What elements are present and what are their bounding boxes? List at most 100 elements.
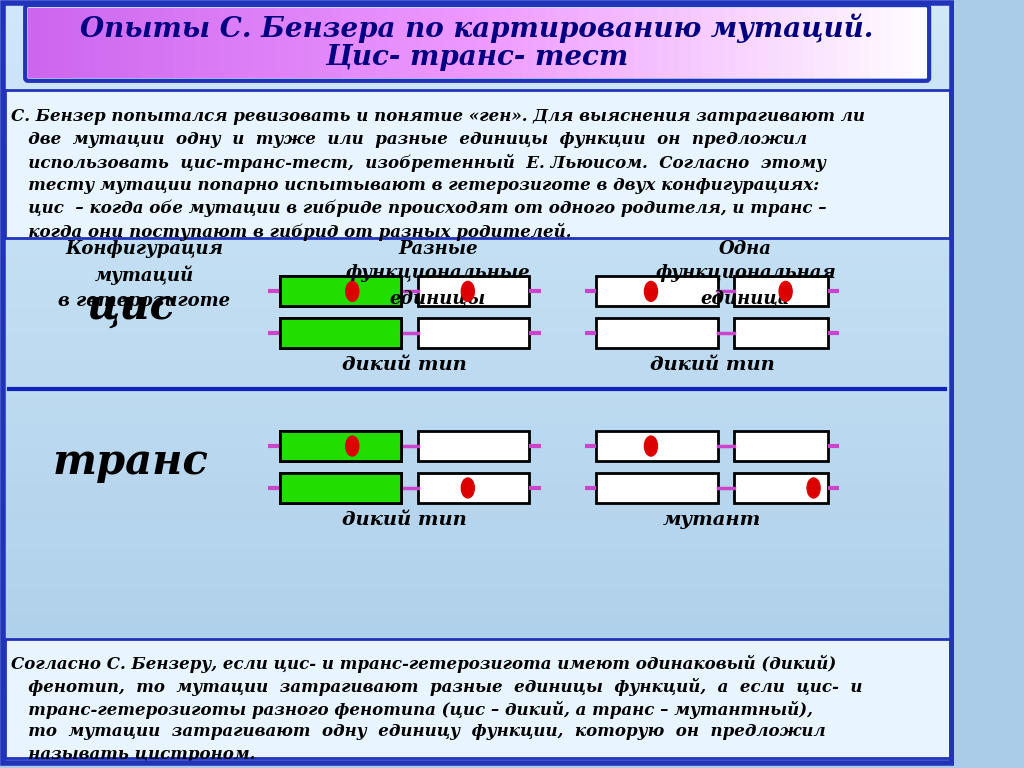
Bar <box>0 165 954 179</box>
Bar <box>0 510 954 524</box>
Text: то  мутации  затрагивают  одну  единицу  функции,  которую  он  предложил: то мутации затрагивают одну единицу функ… <box>11 723 825 740</box>
Bar <box>0 140 954 154</box>
Bar <box>758 8 770 78</box>
Bar <box>690 8 702 78</box>
Bar <box>769 8 781 78</box>
Bar <box>280 473 400 503</box>
Bar <box>579 8 591 78</box>
Bar <box>287 8 298 78</box>
Bar <box>280 276 400 306</box>
Text: С. Бензер попытался ревизовать и понятие «ген». Для выяснения затрагивают ли: С. Бензер попытался ревизовать и понятие… <box>11 108 865 124</box>
Bar <box>280 276 400 306</box>
Bar <box>634 8 646 78</box>
Bar <box>848 8 860 78</box>
Text: две  мутации  одну  и  туже  или  разные  единицы  функции  он  предложил: две мутации одну и туже или разные едини… <box>11 131 807 147</box>
Bar <box>780 8 793 78</box>
Bar <box>814 8 826 78</box>
Bar <box>39 8 51 78</box>
Text: называть цистроном.: называть цистроном. <box>11 746 256 763</box>
Bar <box>174 8 186 78</box>
Bar <box>0 650 954 664</box>
Bar <box>0 421 954 434</box>
Bar <box>477 8 489 78</box>
Bar <box>387 8 399 78</box>
Bar <box>734 276 827 306</box>
Text: цис: цис <box>86 286 175 329</box>
Bar <box>803 8 815 78</box>
Bar <box>0 101 954 115</box>
Bar <box>308 8 321 78</box>
Bar <box>163 8 175 78</box>
Bar <box>152 8 164 78</box>
Bar <box>197 8 209 78</box>
Bar <box>331 8 343 78</box>
Bar <box>0 714 954 728</box>
Bar <box>0 535 954 549</box>
Bar <box>376 8 388 78</box>
Bar <box>534 8 546 78</box>
Bar <box>0 676 954 690</box>
Bar <box>84 8 96 78</box>
Bar <box>0 280 954 294</box>
Bar <box>230 8 243 78</box>
Bar <box>511 8 523 78</box>
Bar <box>656 8 669 78</box>
Bar <box>0 204 954 217</box>
Bar <box>668 8 680 78</box>
Ellipse shape <box>644 436 657 456</box>
Bar <box>398 8 411 78</box>
Bar <box>500 8 512 78</box>
Bar <box>893 8 905 78</box>
Text: фенотип,  то  мутации  затрагивают  разные  единицы  функций,  а  если  цис-  и: фенотип, то мутации затрагивают разные е… <box>11 677 862 696</box>
Bar <box>0 574 954 588</box>
Bar <box>0 689 954 703</box>
Bar <box>61 8 74 78</box>
Bar <box>679 8 691 78</box>
Bar <box>28 8 40 78</box>
Bar <box>488 8 501 78</box>
Bar <box>0 75 954 89</box>
Bar <box>0 152 954 166</box>
Text: транс: транс <box>52 441 209 483</box>
Bar <box>915 8 928 78</box>
Bar <box>280 276 400 306</box>
Bar <box>567 8 580 78</box>
Bar <box>0 293 954 306</box>
Bar <box>365 8 377 78</box>
Bar <box>645 8 657 78</box>
Bar <box>0 12 954 25</box>
Bar <box>882 8 894 78</box>
Text: транс-гетерозиготы разного фенотипа (цис – дикий, а транс – мутантный),: транс-гетерозиготы разного фенотипа (цис… <box>11 700 813 719</box>
Bar <box>5 639 949 759</box>
Bar <box>596 431 718 461</box>
Bar <box>0 612 954 626</box>
Bar <box>624 8 635 78</box>
Bar <box>275 8 287 78</box>
Text: Конфигурация
мутаций
в гетерозиготе: Конфигурация мутаций в гетерозиготе <box>58 240 230 310</box>
Bar <box>713 8 725 78</box>
Bar <box>0 178 954 191</box>
Ellipse shape <box>779 281 793 301</box>
Text: мутант: мутант <box>663 511 761 529</box>
Bar <box>904 8 916 78</box>
Text: дикий тип: дикий тип <box>342 511 467 529</box>
Bar <box>280 473 400 503</box>
Bar <box>0 242 954 256</box>
Bar <box>0 344 954 358</box>
Bar <box>825 8 838 78</box>
Bar <box>298 8 309 78</box>
Bar <box>596 318 718 348</box>
Bar <box>418 318 529 348</box>
Bar <box>0 497 954 511</box>
Bar <box>0 740 954 753</box>
Text: Разные
функциональные
единицы: Разные функциональные единицы <box>346 240 530 307</box>
Bar <box>418 276 529 306</box>
Bar <box>280 318 400 348</box>
Text: Цис- транс- тест: Цис- транс- тест <box>326 45 629 71</box>
Bar <box>0 408 954 422</box>
Bar <box>545 8 557 78</box>
Bar <box>0 599 954 613</box>
Bar <box>219 8 231 78</box>
Bar <box>0 433 954 447</box>
Bar <box>0 0 954 13</box>
